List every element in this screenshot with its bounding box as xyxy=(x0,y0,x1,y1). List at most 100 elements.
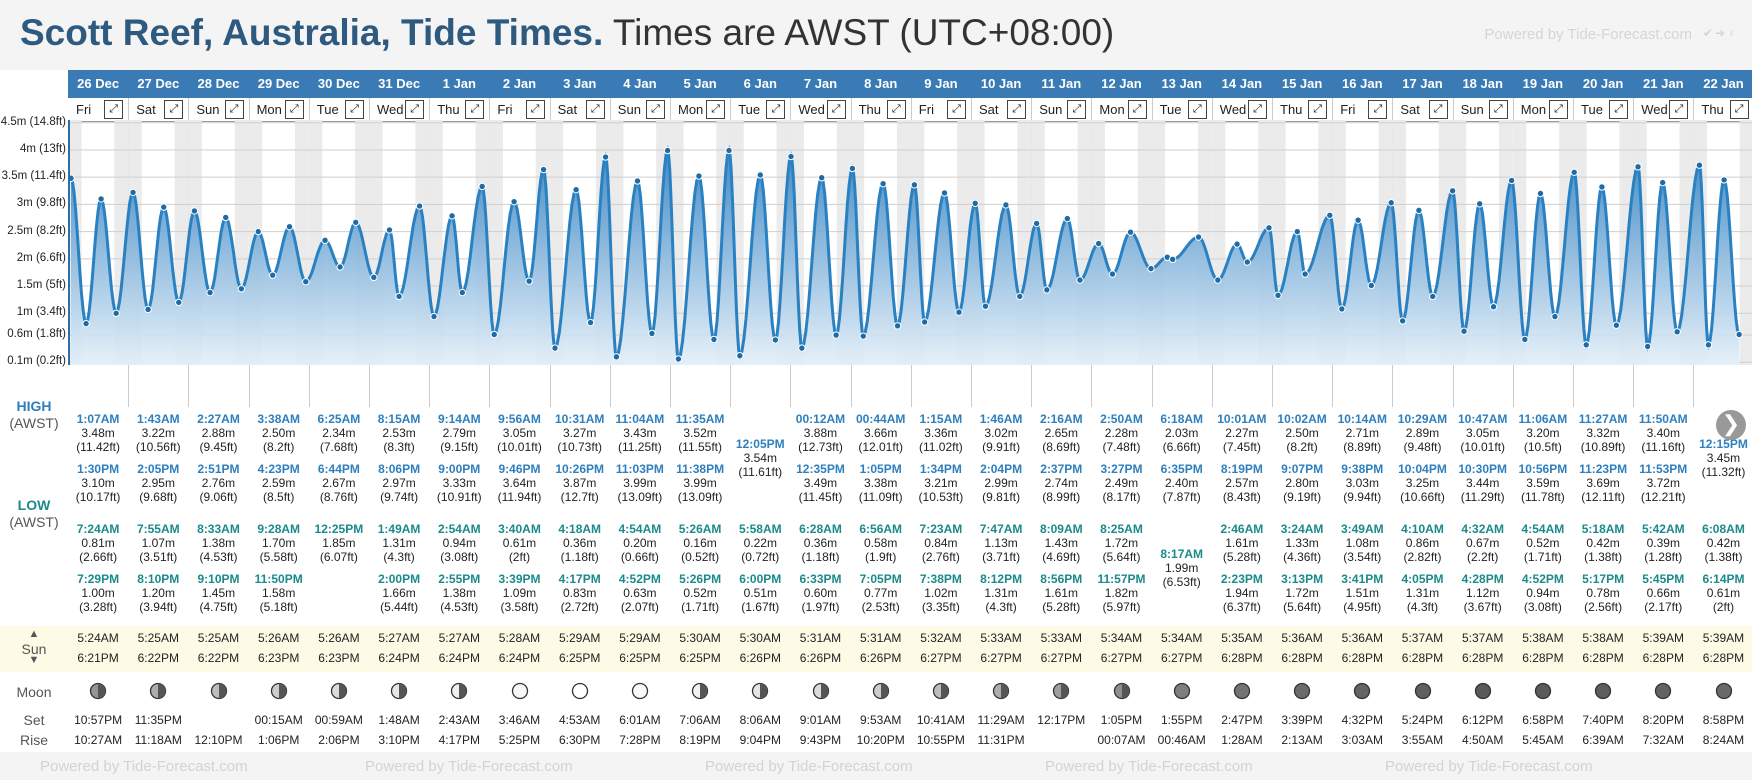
tide-point xyxy=(385,226,394,234)
moon-phase-icon xyxy=(1173,682,1190,700)
next-arrow-button[interactable]: ❯ xyxy=(1716,410,1746,440)
expand-icon[interactable]: ⤢ xyxy=(344,100,364,119)
tide-cell: 6:00PM 0.51m (1.67ft) xyxy=(730,572,790,614)
tide-time: 12:05PM xyxy=(735,437,785,451)
moonrise-time: 9:04PM xyxy=(739,733,781,747)
expand-icon[interactable]: ⤢ xyxy=(1368,100,1388,119)
tide-time: 6:56AM xyxy=(859,522,903,536)
tide-point xyxy=(771,336,780,344)
weekday-label: Tue xyxy=(1581,102,1603,117)
tide-height-m: 0.42m xyxy=(1586,536,1620,550)
tide-height-m: 3.10m xyxy=(81,476,115,490)
footer-powered: Powered by Tide-Forecast.com xyxy=(1385,758,1593,775)
date-header: 21 Jan xyxy=(1643,76,1684,91)
tide-cell: 1:30PM 3.10m (10.17ft) xyxy=(68,462,128,504)
tide-height-ft: (9.74ft) xyxy=(380,490,419,504)
tide-cell: 2:54AM 0.94m (3.08ft) xyxy=(429,522,489,564)
tide-point xyxy=(1643,342,1652,351)
tide-cell: 6:35PM 2.40m (7.87ft) xyxy=(1152,462,1212,504)
night-shade xyxy=(549,120,564,365)
tide-height-m: 1.45m xyxy=(201,586,236,600)
expand-icon[interactable]: ⤢ xyxy=(766,100,786,119)
moonset-time: 2:43AM xyxy=(438,713,480,727)
tide-cell: 8:06PM 2.97m (9.74ft) xyxy=(369,462,429,504)
tide-time: 2:51PM xyxy=(197,462,240,476)
tide-cell: 2:37PM 2.74m (8.99ft) xyxy=(1031,462,1091,504)
moonrise-time: 5:45AM xyxy=(1522,733,1564,747)
expand-icon[interactable]: ⤢ xyxy=(1308,100,1328,119)
expand-icon[interactable]: ⤢ xyxy=(645,100,665,119)
date-header: 6 Jan xyxy=(743,76,777,91)
expand-icon[interactable]: ⤢ xyxy=(826,100,846,119)
expand-icon[interactable]: ⤢ xyxy=(1247,100,1267,119)
expand-icon[interactable]: ⤢ xyxy=(164,100,184,119)
moonrise-time: 6:30PM xyxy=(559,733,601,747)
tide-height-m: 0.36m xyxy=(803,536,838,550)
date-header: 30 Dec xyxy=(317,76,360,91)
expand-icon[interactable]: ⤢ xyxy=(1187,100,1207,119)
tide-cell: 8:25AM 1.72m (5.64ft) xyxy=(1091,522,1151,564)
tide-height-ft: (2.82ft) xyxy=(1403,550,1442,564)
weekday-cell: Sat ⤢ xyxy=(971,100,1031,119)
tide-cell: 6:56AM 0.58m (1.9ft) xyxy=(851,522,911,564)
tide-cell: 6:25AM 2.34m (7.68ft) xyxy=(309,412,369,454)
weekday-label: Fri xyxy=(76,102,92,117)
expand-icon[interactable]: ⤢ xyxy=(1127,100,1147,119)
moonset-time: 8:06AM xyxy=(739,713,781,727)
moon-phase-icon xyxy=(1655,682,1672,700)
expand-icon[interactable]: ⤢ xyxy=(1067,100,1087,119)
expand-icon[interactable]: ⤢ xyxy=(1729,100,1749,119)
timezone-note: Times are AWST (UTC+08:00) xyxy=(612,12,1115,53)
expand-icon[interactable]: ⤢ xyxy=(585,100,605,119)
expand-icon[interactable]: ⤢ xyxy=(1609,100,1629,119)
expand-icon[interactable]: ⤢ xyxy=(886,100,906,119)
tide-time: 3:49AM xyxy=(1340,522,1384,536)
expand-icon[interactable]: ⤢ xyxy=(1669,100,1689,119)
tide-cell: 4:23PM 2.59m (8.5ft) xyxy=(249,462,309,504)
y-axis-label: 0.6m (1.8ft) xyxy=(7,328,66,341)
tide-height-ft: (2.76ft) xyxy=(921,550,960,564)
tide-cell: 10:47AM 3.05m (10.01ft) xyxy=(1453,412,1513,454)
tide-time: 2:50AM xyxy=(1100,412,1143,426)
sunset-time: 6:25PM xyxy=(559,651,601,665)
sunset-time: 6:28PM xyxy=(1522,651,1564,665)
tide-point xyxy=(601,153,610,161)
expand-icon[interactable]: ⤢ xyxy=(1488,100,1508,119)
tide-cell: 11:50PM 1.58m (5.18ft) xyxy=(249,572,309,614)
tide-point xyxy=(490,330,498,339)
tide-point xyxy=(160,203,168,211)
expand-icon[interactable]: ⤢ xyxy=(1428,100,1448,119)
expand-icon[interactable]: ⤢ xyxy=(525,100,545,119)
tide-point xyxy=(1582,341,1590,349)
expand-icon[interactable]: ⤢ xyxy=(224,100,244,119)
low-label: LOW xyxy=(17,497,51,513)
y-axis-label: 0.1m (0.2ft) xyxy=(7,355,66,368)
sunset-time: 6:28PM xyxy=(1401,651,1444,665)
tide-height-m: 1.12m xyxy=(1466,586,1500,600)
tide-time: 9:28AM xyxy=(257,522,301,536)
tide-height-ft: (6.66ft) xyxy=(1162,440,1201,454)
expand-icon[interactable]: ⤢ xyxy=(284,100,304,119)
date-header: 8 Jan xyxy=(864,76,898,91)
moonset-time: 10:41AM xyxy=(916,713,965,727)
expand-icon[interactable]: ⤢ xyxy=(1548,100,1568,119)
expand-icon[interactable]: ⤢ xyxy=(706,100,726,119)
expand-icon[interactable]: ⤢ xyxy=(405,100,425,119)
tide-time: 8:19PM xyxy=(1220,462,1263,476)
expand-icon[interactable]: ⤢ xyxy=(946,100,966,119)
tide-point xyxy=(1126,228,1135,236)
tide-point xyxy=(82,319,90,328)
tide-cell: 11:50AM 3.40m (11.16ft) xyxy=(1633,412,1693,454)
date-header: 15 Jan xyxy=(1281,76,1323,91)
tide-height-m: 3.44m xyxy=(1466,476,1500,490)
tide-point xyxy=(586,318,595,327)
expand-icon[interactable]: ⤢ xyxy=(465,100,485,119)
tide-height-ft: (11.42ft) xyxy=(76,440,120,454)
tide-cell: 3:38AM 2.50m (8.2ft) xyxy=(249,412,309,454)
tide-point xyxy=(1551,312,1559,321)
weekday-label: Sun xyxy=(196,102,220,117)
tide-height-m: 0.20m xyxy=(623,536,657,550)
expand-icon[interactable]: ⤢ xyxy=(1007,100,1027,119)
expand-icon[interactable]: ⤢ xyxy=(104,100,124,119)
tide-time: 5:42AM xyxy=(1641,522,1685,536)
